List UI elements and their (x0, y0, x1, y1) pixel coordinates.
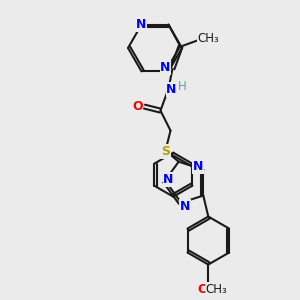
Text: N: N (136, 18, 147, 31)
Text: N: N (160, 61, 171, 74)
Text: S: S (161, 145, 170, 158)
Text: N: N (166, 83, 177, 96)
Text: N: N (193, 160, 203, 173)
Text: O: O (197, 283, 208, 296)
Text: CH₃: CH₃ (206, 283, 227, 296)
Text: N: N (179, 200, 190, 213)
Text: H: H (178, 80, 187, 93)
Text: CH₃: CH₃ (198, 32, 219, 45)
Text: O: O (132, 100, 143, 113)
Text: N: N (163, 173, 174, 186)
